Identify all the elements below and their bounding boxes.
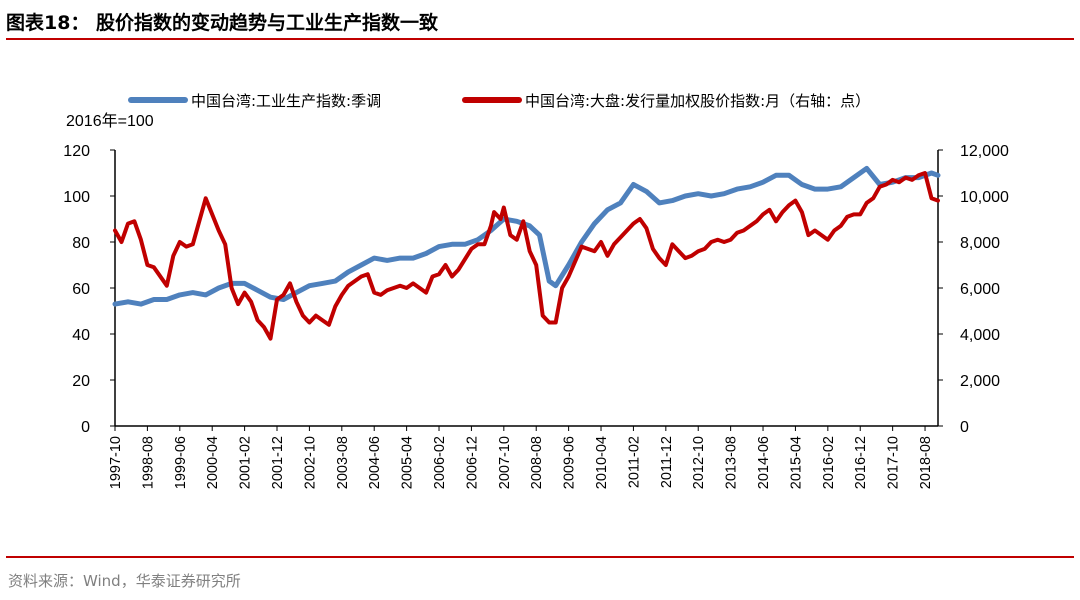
right-axis-tick-label: 10,000 [960,189,1009,206]
x-axis-tick-label: 2005-04 [400,436,416,489]
left-axis-tick-label: 60 [72,281,90,298]
x-axis-tick-label: 2009-06 [562,436,578,489]
left-axis-tick-label: 0 [81,419,90,436]
source-note: 资料来源：Wind，华泰证券研究所 [8,572,241,590]
left-axis-unit-label: 2016年=100 [66,112,154,130]
x-axis-tick-label: 2017-10 [886,436,902,489]
x-axis-tick-label: 1997-10 [108,436,124,489]
x-axis-tick-label: 2002-10 [302,436,318,489]
right-axis-tick-label: 4,000 [960,327,1000,344]
x-axis-tick-label: 2001-02 [238,436,254,489]
x-axis-tick-label: 1999-06 [173,436,189,489]
x-axis-tick-label: 2018-08 [918,436,934,489]
x-axis-tick-label: 2001-12 [270,436,286,489]
left-axis-tick-label: 20 [72,373,90,390]
x-axis-tick-label: 2016-12 [853,436,869,489]
x-axis-tick-label: 2006-02 [432,436,448,489]
x-axis-tick-label: 2010-04 [594,436,610,489]
legend-label-industrial-production: 中国台湾:工业生产指数:季调 [191,92,381,110]
right-axis-tick-label: 12,000 [960,143,1009,160]
x-axis-tick-label: 2012-10 [691,436,707,489]
x-axis-tick-label: 2015-04 [788,436,804,489]
chart-axes: 0 20 40 60 80 100 120 0 2,000 4,000 6,000 8,000 10,0… [63,143,1009,489]
x-axis-tick-label: 2014-06 [756,436,772,489]
x-axis-tick-label: 2011-02 [626,436,642,488]
x-axis-tick-label: 2016-02 [821,436,837,489]
top-rule [6,38,1074,40]
line-chart: 中国台湾:工业生产指数:季调 中国台湾:大盘:发行量加权股价指数:月（右轴：点）… [63,92,1009,489]
x-axis-tick-label: 1998-08 [140,436,156,489]
right-axis-tick-label: 6,000 [960,281,1000,298]
x-axis-tick-label: 2004-06 [367,436,383,489]
right-axis-tick-label: 0 [960,419,969,436]
x-axis-tick-label: 2008-08 [529,436,545,489]
x-axis-tick-label: 2013-08 [724,436,740,489]
x-axis-tick-label: 2007-10 [497,436,513,489]
right-axis-tick-label: 8,000 [960,235,1000,252]
x-axis-tick-label: 2006-12 [464,436,480,489]
left-axis-tick-label: 80 [72,235,90,252]
series-layer [112,165,941,341]
series-line-stock-index [113,171,940,341]
series-line-industrial-production [112,165,941,307]
chart-legend: 中国台湾:工业生产指数:季调 中国台湾:大盘:发行量加权股价指数:月（右轴：点） [128,92,870,110]
figure-title: 图表18： 股价指数的变动趋势与工业生产指数一致 [6,12,439,34]
bottom-rule [6,556,1074,558]
right-axis-tick-label: 2,000 [960,373,1000,390]
left-axis-tick-label: 100 [63,189,90,206]
left-axis-tick-label: 40 [72,327,90,344]
x-axis-tick-label: 2000-04 [205,436,221,489]
legend-label-stock-index: 中国台湾:大盘:发行量加权股价指数:月（右轴：点） [525,92,870,110]
left-axis-tick-label: 120 [63,143,90,160]
x-axis-tick-label: 2003-08 [335,436,351,489]
x-axis-tick-label: 2011-12 [659,436,675,488]
